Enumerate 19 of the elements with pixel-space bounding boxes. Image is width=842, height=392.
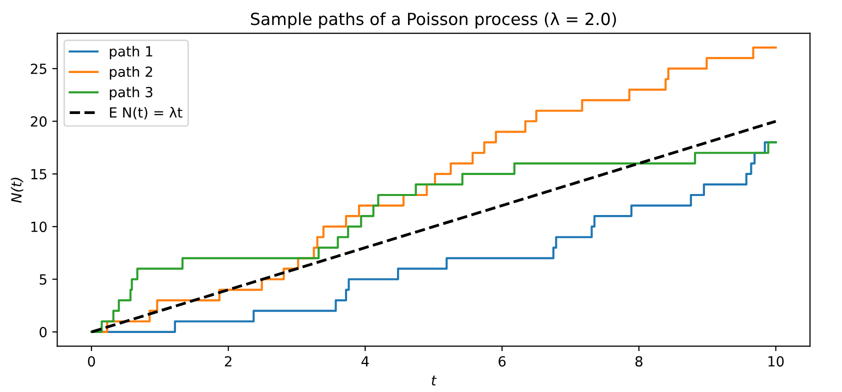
- x-tick-label: 8: [635, 356, 642, 367]
- x-tick-label: 2: [224, 356, 232, 366]
- x-tick-label: 0: [88, 356, 95, 367]
- x-tick-label: 4: [361, 356, 369, 366]
- x-tick-label: 10: [768, 356, 784, 367]
- y-tick-label: 20: [30, 116, 47, 127]
- chart-title: Sample paths of a Poisson process (λ = 2.0): [250, 12, 616, 28]
- legend-label: path 3: [110, 86, 152, 100]
- legend-label: path 1: [110, 46, 152, 60]
- legend-label: path 2: [110, 66, 152, 80]
- x-tick-label: 6: [498, 356, 506, 367]
- y-tick-label: 5: [40, 274, 46, 285]
- legend-label: E N(t) = λt: [110, 106, 182, 120]
- y-tick-label: 25: [30, 64, 46, 74]
- x-axis-title: t: [432, 376, 437, 386]
- y-tick-label: 0: [40, 326, 47, 338]
- y-tick-label: 15: [31, 169, 46, 180]
- y-tick-label: 10: [31, 222, 47, 232]
- y-axis-title: N(t): [10, 178, 24, 203]
